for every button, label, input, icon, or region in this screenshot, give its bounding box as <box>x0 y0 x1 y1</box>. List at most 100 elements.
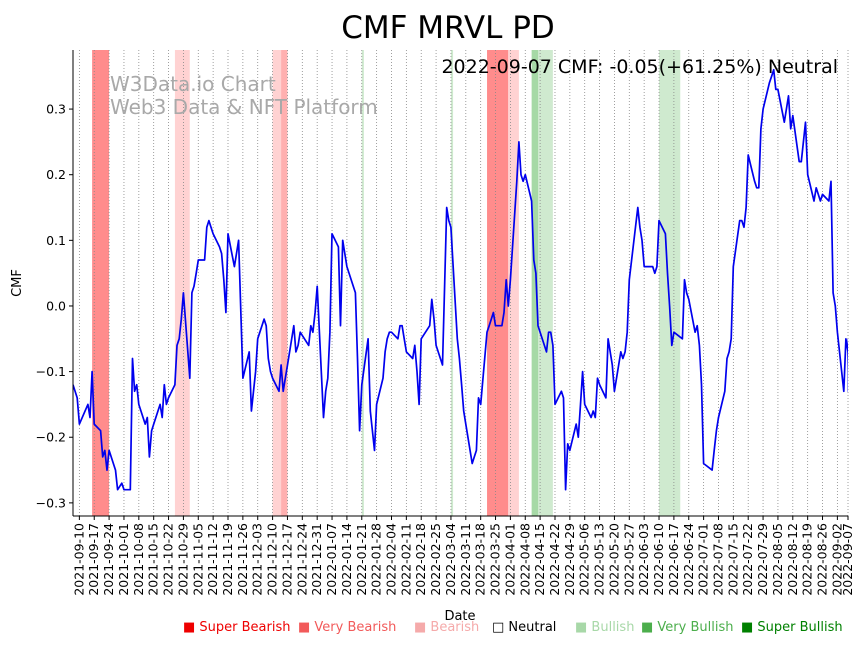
x-tick-label: 2022-04-22 <box>547 523 562 596</box>
x-tick-label: 2021-10-15 <box>146 523 161 596</box>
y-tick-label: 0.1 <box>46 233 66 248</box>
y-axis-label: CMF <box>10 269 25 297</box>
legend-item: ■ Very Bearish <box>298 620 396 635</box>
region-bullish <box>450 50 454 516</box>
cmf-line <box>73 68 848 491</box>
x-tick-label: 2022-03-11 <box>458 523 473 596</box>
x-tick-label: 2022-04-29 <box>562 523 577 596</box>
region-bearish <box>508 50 519 516</box>
x-axis-label: Date <box>444 609 475 624</box>
legend-item: ■ Super Bearish <box>183 620 291 635</box>
cmf-series <box>73 68 848 491</box>
legend-marker: ■ <box>183 620 200 635</box>
x-tick-label: 2022-08-05 <box>770 523 785 596</box>
x-tick-label: 2021-12-10 <box>265 523 280 596</box>
x-tick-label: 2021-10-08 <box>131 523 146 596</box>
y-tick-label: 0.2 <box>46 167 66 182</box>
chart-title: CMF MRVL PD <box>341 10 555 46</box>
x-tick-label: 2022-07-08 <box>710 523 725 596</box>
legend-marker: ■ <box>414 620 431 635</box>
legend-marker: ■ <box>641 620 658 635</box>
legend-item: □ Neutral <box>492 620 556 635</box>
x-tick-label: 2022-06-03 <box>636 523 651 596</box>
signal-regions <box>92 50 681 516</box>
x-tick-label: 2021-11-05 <box>190 523 205 596</box>
legend-label: Very Bullish <box>657 620 734 635</box>
x-tick-label: 2022-04-15 <box>532 523 547 596</box>
x-tick-label: 2022-06-24 <box>681 523 696 596</box>
watermark-line-1: W3Data.io Chart <box>110 72 276 96</box>
x-tick-label: 2022-07-29 <box>755 523 770 596</box>
x-tick-label: 2022-03-04 <box>443 523 458 596</box>
y-tick-label: −0.1 <box>36 364 66 379</box>
legend-label: Neutral <box>508 620 557 635</box>
legend-label: Very Bearish <box>314 620 397 635</box>
x-tick-label: 2021-12-17 <box>279 523 294 596</box>
legend-marker: ■ <box>575 620 592 635</box>
y-tick-label: 0.3 <box>46 102 66 117</box>
region-super-bearish <box>487 50 509 516</box>
x-tick-label: 2021-12-31 <box>309 523 324 596</box>
region-bearish <box>174 50 190 516</box>
legend-item: ■ Very Bullish <box>641 620 733 635</box>
region-super-bearish <box>92 50 110 516</box>
x-tick-label: 2021-09-10 <box>71 523 86 596</box>
legend-item: ■ Bearish <box>414 620 479 635</box>
status-readout: 2022-09-07 CMF: -0.05(+61.25%) Neutral <box>441 56 838 78</box>
x-tick-label: 2022-08-12 <box>785 523 800 596</box>
watermark-line-2: Web3 Data & NFT Platform <box>110 95 378 119</box>
x-tick-label: 2022-07-22 <box>740 523 755 596</box>
x-tick-label: 2022-05-13 <box>592 523 607 596</box>
x-tick-label: 2022-08-19 <box>800 523 815 596</box>
x-tick-label: 2022-08-26 <box>815 523 830 596</box>
x-tick-label: 2022-02-25 <box>428 523 443 596</box>
x-ticks: 2021-09-10 2021-09-17 2021-09-24 2021-10-01… <box>71 516 855 596</box>
x-tick-label: 2022-01-14 <box>339 523 354 596</box>
legend-label: Super Bullish <box>757 620 843 635</box>
x-tick-label: 2022-05-27 <box>621 523 636 596</box>
x-tick-label: 2022-06-17 <box>666 523 681 596</box>
x-tick-label: 2021-11-26 <box>235 523 250 596</box>
y-tick-label: −0.3 <box>36 495 66 510</box>
x-tick-label: 2022-03-25 <box>488 523 503 596</box>
x-tick-label: 2021-12-03 <box>250 523 265 596</box>
legend-item: ■ Super Bullish <box>741 620 843 635</box>
region-very-bullish <box>531 50 538 516</box>
x-tick-label: 2021-10-01 <box>116 523 131 596</box>
region-very-bearish <box>281 50 288 516</box>
x-tick-label: 2021-10-22 <box>161 523 176 596</box>
legend-marker: ■ <box>298 620 315 635</box>
legend: ■ Super Bearish ■ Very Bearish ■ Bearish □ … <box>0 620 867 640</box>
x-tick-label: 2022-09-02 <box>829 523 844 596</box>
x-tick-label: 2022-02-04 <box>383 523 398 596</box>
x-tick-label: 2021-11-12 <box>205 523 220 596</box>
x-tick-label: 2022-04-01 <box>502 523 517 596</box>
legend-label: Bearish <box>430 620 480 635</box>
x-tick-label: 2022-07-01 <box>696 523 711 596</box>
x-tick-label: 2022-03-18 <box>473 523 488 596</box>
y-tick-label: −0.2 <box>36 430 66 445</box>
x-tick-label: 2022-02-18 <box>413 523 428 596</box>
region-bullish <box>538 50 553 516</box>
region-bullish <box>361 50 364 516</box>
x-tick-label: 2022-09-07 <box>840 523 855 596</box>
x-tick-label: 2022-07-15 <box>725 523 740 596</box>
x-tick-label: 2022-01-07 <box>324 523 339 596</box>
region-bullish <box>659 50 681 516</box>
y-tick-label: 0.0 <box>46 298 66 313</box>
x-tick-label: 2022-06-10 <box>651 523 666 596</box>
x-tick-label: 2022-01-28 <box>369 523 384 596</box>
x-tick-label: 2022-02-11 <box>398 523 413 596</box>
x-tick-label: 2021-12-24 <box>294 523 309 596</box>
x-tick-label: 2022-04-08 <box>517 523 532 596</box>
x-tick-label: 2021-09-17 <box>86 523 101 596</box>
legend-marker: □ <box>492 620 509 635</box>
y-ticks: −0.3 −0.2 −0.1 0.0 0.1 0.2 0.3 <box>36 102 73 510</box>
legend-marker: ■ <box>741 620 758 635</box>
region-bearish <box>272 50 282 516</box>
legend-label: Super Bearish <box>199 620 291 635</box>
x-tick-label: 2021-10-29 <box>175 523 190 596</box>
legend-label: Bullish <box>591 620 635 635</box>
x-tick-label: 2021-09-24 <box>101 523 116 596</box>
